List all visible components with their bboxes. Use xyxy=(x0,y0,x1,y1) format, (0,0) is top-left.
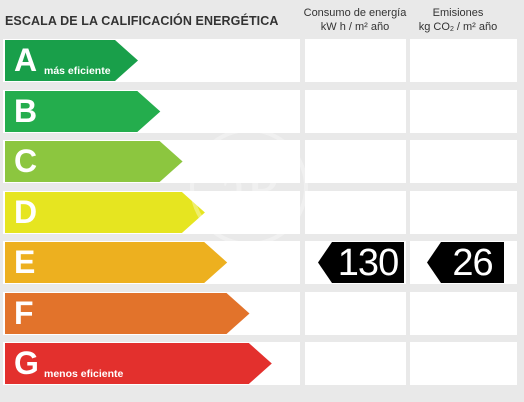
energy-cell-b xyxy=(305,90,406,133)
energy-cell-d xyxy=(305,191,406,234)
class-letter-g: G xyxy=(14,345,39,381)
energy-rating-indicator xyxy=(318,242,404,283)
class-sublabel-a: más eficiente xyxy=(44,65,111,77)
class-arrow-f xyxy=(5,293,250,334)
class-arrow-c xyxy=(5,141,183,182)
emissions-cell-b xyxy=(410,90,517,133)
class-letter-e: E xyxy=(14,244,36,280)
watermark-logo: aP xyxy=(190,128,308,246)
energy-header-line1: Consumo de energía xyxy=(303,7,407,19)
emissions-cell-a xyxy=(410,39,517,82)
energy-cell-f xyxy=(305,292,406,335)
class-letter-b: B xyxy=(14,93,38,129)
energy-cell-a xyxy=(305,39,406,82)
class-sublabel-g: menos eficiente xyxy=(44,368,124,380)
class-letter-a: A xyxy=(14,42,38,78)
energy-rating-indicator-value: 130 xyxy=(337,242,399,284)
emissions-column-header: Emisiones kg CO2 / m² año xyxy=(408,6,508,37)
emissions-cell-d xyxy=(410,191,517,234)
emissions-rating-indicator xyxy=(427,242,504,283)
emissions-header-line1: Emisiones xyxy=(432,7,484,19)
class-arrow-a xyxy=(5,40,138,81)
class-arrow-e xyxy=(5,242,228,283)
energy-header-line2: kW h / m² año xyxy=(320,21,390,33)
class-arrow-d xyxy=(5,192,205,233)
emissions-cell-f xyxy=(410,292,517,335)
class-letter-c: C xyxy=(14,143,38,179)
energy-column-header: Consumo de energía kW h / m² año xyxy=(303,6,407,34)
class-arrow-b xyxy=(5,91,161,132)
class-letter-f: F xyxy=(14,295,34,331)
emissions-cell-c xyxy=(410,140,517,183)
class-letter-d: D xyxy=(14,194,38,230)
emissions-cell-g xyxy=(410,342,517,385)
emissions-rating-indicator-value: 26 xyxy=(452,242,493,284)
emissions-header-line2: kg CO2 / m² año xyxy=(418,21,498,33)
energy-cell-g xyxy=(305,342,406,385)
energy-cell-c xyxy=(305,140,406,183)
scale-title: ESCALA DE LA CALIFICACIÓN ENERGÉTICA xyxy=(5,14,279,28)
class-arrow-g xyxy=(5,343,272,384)
